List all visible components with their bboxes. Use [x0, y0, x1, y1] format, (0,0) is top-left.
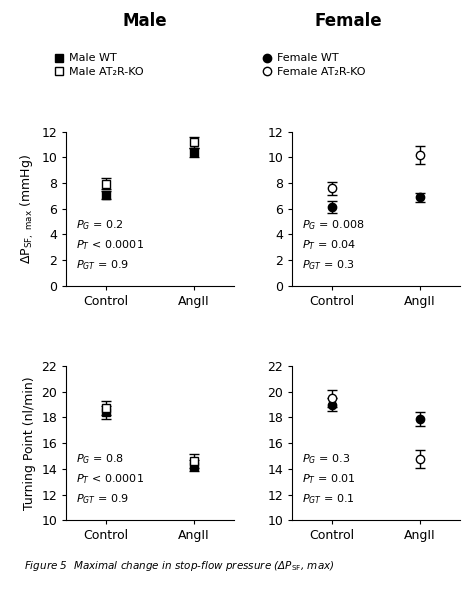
Text: $P_{T}$ = 0.04: $P_{T}$ = 0.04: [302, 238, 357, 252]
Text: Male: Male: [122, 12, 167, 30]
Text: Figure 5  Maximal change in stop-flow pressure (ΔP$_{\mathrm{SF}}$, max): Figure 5 Maximal change in stop-flow pre…: [24, 559, 334, 573]
Text: $P_{G}$ = 0.008: $P_{G}$ = 0.008: [302, 218, 365, 232]
Y-axis label: Turning Point (nl/min): Turning Point (nl/min): [23, 376, 36, 510]
Text: $P_{G}$ = 0.3: $P_{G}$ = 0.3: [302, 453, 351, 466]
Text: $P_{GT}$ = 0.9: $P_{GT}$ = 0.9: [76, 493, 129, 507]
Text: $P_{GT}$ = 0.9: $P_{GT}$ = 0.9: [76, 258, 129, 272]
Legend: Female WT, Female AT₂R-KO: Female WT, Female AT₂R-KO: [262, 53, 365, 77]
Text: $P_{T}$ < 0.0001: $P_{T}$ < 0.0001: [76, 472, 145, 486]
Text: $P_{G}$ = 0.2: $P_{G}$ = 0.2: [76, 218, 124, 232]
Text: $P_{GT}$ = 0.1: $P_{GT}$ = 0.1: [302, 493, 355, 507]
Text: $P_{T}$ = 0.01: $P_{T}$ = 0.01: [302, 472, 356, 486]
Legend: Male WT, Male AT₂R-KO: Male WT, Male AT₂R-KO: [53, 53, 143, 77]
Y-axis label: ΔP$_\mathrm{SF,\ max}$ (mmHg): ΔP$_\mathrm{SF,\ max}$ (mmHg): [18, 154, 36, 264]
Text: $P_{T}$ < 0.0001: $P_{T}$ < 0.0001: [76, 238, 145, 252]
Text: Female: Female: [315, 12, 382, 30]
Text: $P_{GT}$ = 0.3: $P_{GT}$ = 0.3: [302, 258, 356, 272]
Text: $P_{G}$ = 0.8: $P_{G}$ = 0.8: [76, 453, 125, 466]
